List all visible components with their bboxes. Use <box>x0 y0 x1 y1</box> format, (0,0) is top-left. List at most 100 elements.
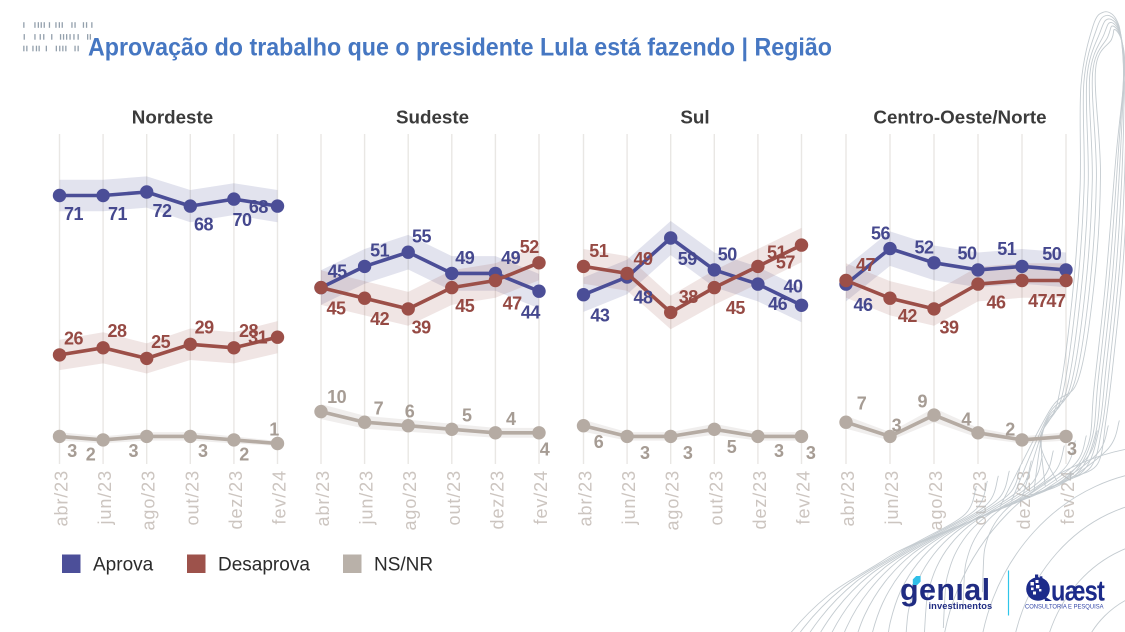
svg-text:49: 49 <box>633 249 653 269</box>
svg-text:ago/23: ago/23 <box>663 470 683 530</box>
svg-text:fev/24: fev/24 <box>794 470 814 524</box>
svg-text:3: 3 <box>640 443 650 463</box>
svg-text:abr/23: abr/23 <box>313 470 333 526</box>
svg-text:2: 2 <box>1005 419 1015 439</box>
svg-text:47: 47 <box>503 294 523 314</box>
svg-text:Centro-Oeste/Norte: Centro-Oeste/Norte <box>873 107 1046 128</box>
svg-text:5: 5 <box>462 406 472 426</box>
svg-text:45: 45 <box>455 296 475 316</box>
svg-text:57: 57 <box>776 252 796 272</box>
svg-text:49: 49 <box>501 248 521 268</box>
svg-text:47: 47 <box>1046 291 1066 311</box>
svg-text:72: 72 <box>152 201 172 221</box>
svg-text:70: 70 <box>232 210 252 230</box>
svg-text:fev/24: fev/24 <box>531 470 551 524</box>
svg-text:50: 50 <box>957 243 977 263</box>
svg-text:9: 9 <box>918 391 928 411</box>
svg-text:68: 68 <box>249 197 269 217</box>
svg-text:46: 46 <box>853 295 873 315</box>
svg-text:2: 2 <box>86 444 96 464</box>
svg-text:abr/23: abr/23 <box>838 470 858 526</box>
svg-text:2: 2 <box>239 444 249 464</box>
svg-text:abr/23: abr/23 <box>576 470 596 526</box>
svg-text:28: 28 <box>239 321 259 341</box>
svg-text:46: 46 <box>768 294 788 314</box>
svg-text:48: 48 <box>633 288 653 308</box>
svg-text:45: 45 <box>328 261 348 281</box>
svg-text:jun/23: jun/23 <box>357 470 377 525</box>
svg-text:71: 71 <box>108 204 128 224</box>
svg-text:dez/23: dez/23 <box>487 470 507 529</box>
svg-text:29: 29 <box>195 318 215 338</box>
svg-text:42: 42 <box>898 306 918 326</box>
svg-text:4: 4 <box>506 409 516 429</box>
svg-text:abr/23: abr/23 <box>52 470 72 526</box>
svg-text:51: 51 <box>589 241 609 261</box>
svg-text:Sudeste: Sudeste <box>396 107 469 128</box>
svg-text:3: 3 <box>683 443 693 463</box>
svg-text:42: 42 <box>370 309 390 329</box>
svg-text:46: 46 <box>986 293 1006 313</box>
svg-text:45: 45 <box>326 298 346 318</box>
svg-text:55: 55 <box>412 227 432 247</box>
svg-text:jun/23: jun/23 <box>882 470 902 525</box>
svg-text:fev/24: fev/24 <box>270 470 290 524</box>
svg-text:investimentos: investimentos <box>929 601 993 611</box>
svg-text:38: 38 <box>679 287 699 307</box>
svg-text:39: 39 <box>412 317 432 337</box>
svg-text:31: 31 <box>248 327 268 347</box>
svg-text:56: 56 <box>871 224 891 244</box>
svg-text:Desaprova: Desaprova <box>218 555 310 576</box>
svg-text:3: 3 <box>67 441 77 461</box>
svg-text:jun/23: jun/23 <box>95 470 115 525</box>
svg-text:52: 52 <box>520 237 540 257</box>
svg-text:7: 7 <box>857 393 867 413</box>
svg-text:Aprova: Aprova <box>93 555 154 576</box>
svg-text:3: 3 <box>774 441 784 461</box>
svg-text:7: 7 <box>374 398 384 418</box>
svg-text:6: 6 <box>594 432 604 452</box>
svg-text:out/23: out/23 <box>182 470 202 525</box>
svg-text:52: 52 <box>914 237 934 257</box>
svg-text:3: 3 <box>1067 439 1077 459</box>
svg-text:dez/23: dez/23 <box>226 470 246 529</box>
svg-text:out/23: out/23 <box>970 470 990 525</box>
svg-text:47: 47 <box>856 255 876 275</box>
svg-text:jun/23: jun/23 <box>619 470 639 525</box>
svg-text:Aprovação do trabalho que o pr: Aprovação do trabalho que o presidente L… <box>88 34 832 62</box>
svg-text:26: 26 <box>64 328 84 348</box>
svg-text:71: 71 <box>64 204 84 224</box>
svg-text:6: 6 <box>405 402 415 422</box>
svg-text:51: 51 <box>370 241 390 261</box>
svg-text:ago/23: ago/23 <box>400 470 420 530</box>
svg-text:51: 51 <box>997 239 1017 259</box>
svg-text:CONSULTORIA E PESQUISA: CONSULTORIA E PESQUISA <box>1025 605 1104 611</box>
svg-text:3: 3 <box>806 443 816 463</box>
svg-text:out/23: out/23 <box>444 470 464 525</box>
svg-text:47: 47 <box>1028 291 1048 311</box>
svg-text:59: 59 <box>678 249 698 269</box>
svg-text:5: 5 <box>727 437 737 457</box>
svg-text:44: 44 <box>521 302 541 322</box>
svg-text:4: 4 <box>961 409 971 429</box>
svg-text:4: 4 <box>540 439 550 459</box>
svg-text:Nordeste: Nordeste <box>132 107 213 128</box>
svg-text:1: 1 <box>269 419 279 439</box>
svg-text:43: 43 <box>590 306 610 326</box>
svg-text:uæst: uæst <box>1051 576 1105 608</box>
svg-text:50: 50 <box>1042 244 1062 264</box>
svg-text:dez/23: dez/23 <box>750 470 770 529</box>
svg-text:68: 68 <box>194 214 214 234</box>
svg-text:3: 3 <box>128 441 138 461</box>
svg-text:NS/NR: NS/NR <box>374 555 433 576</box>
svg-text:40: 40 <box>783 277 803 297</box>
svg-text:3: 3 <box>198 441 208 461</box>
svg-text:25: 25 <box>151 332 171 352</box>
svg-text:39: 39 <box>939 317 959 337</box>
svg-text:ago/23: ago/23 <box>139 470 159 530</box>
svg-text:Sul: Sul <box>680 107 709 128</box>
svg-text:out/23: out/23 <box>706 470 726 525</box>
svg-text:51: 51 <box>767 242 787 262</box>
svg-text:45: 45 <box>726 298 746 318</box>
svg-text:10: 10 <box>327 387 347 407</box>
